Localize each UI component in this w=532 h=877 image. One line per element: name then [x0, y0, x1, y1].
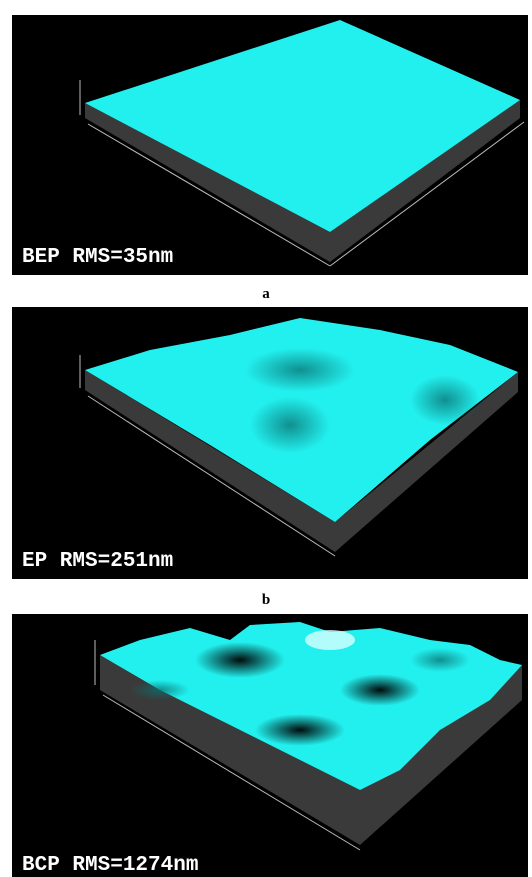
surface-highlight: [305, 630, 355, 650]
surface-shading: [410, 648, 470, 672]
figure: BEP RMS=35nm a EP RMS=251nm b BCP RMS=12…: [0, 0, 532, 877]
surface-shading: [410, 375, 480, 425]
panel-label: BCP RMS=1274nm: [22, 854, 198, 877]
surface-shading: [195, 642, 285, 678]
surface-shading: [130, 680, 190, 700]
panel-caption: b: [262, 592, 270, 608]
panel-a: BEP RMS=35nm a: [12, 15, 528, 302]
panel-b: EP RMS=251nm b: [12, 307, 528, 608]
panel-c: BCP RMS=1274nm: [12, 614, 528, 877]
surface-shading: [250, 397, 330, 453]
surface-shading: [245, 348, 355, 392]
surface-shading: [340, 674, 420, 706]
panel-caption: a: [262, 286, 270, 302]
panel-label: EP RMS=251nm: [22, 550, 173, 573]
panel-label: BEP RMS=35nm: [22, 246, 173, 269]
surface-shading: [255, 714, 345, 746]
